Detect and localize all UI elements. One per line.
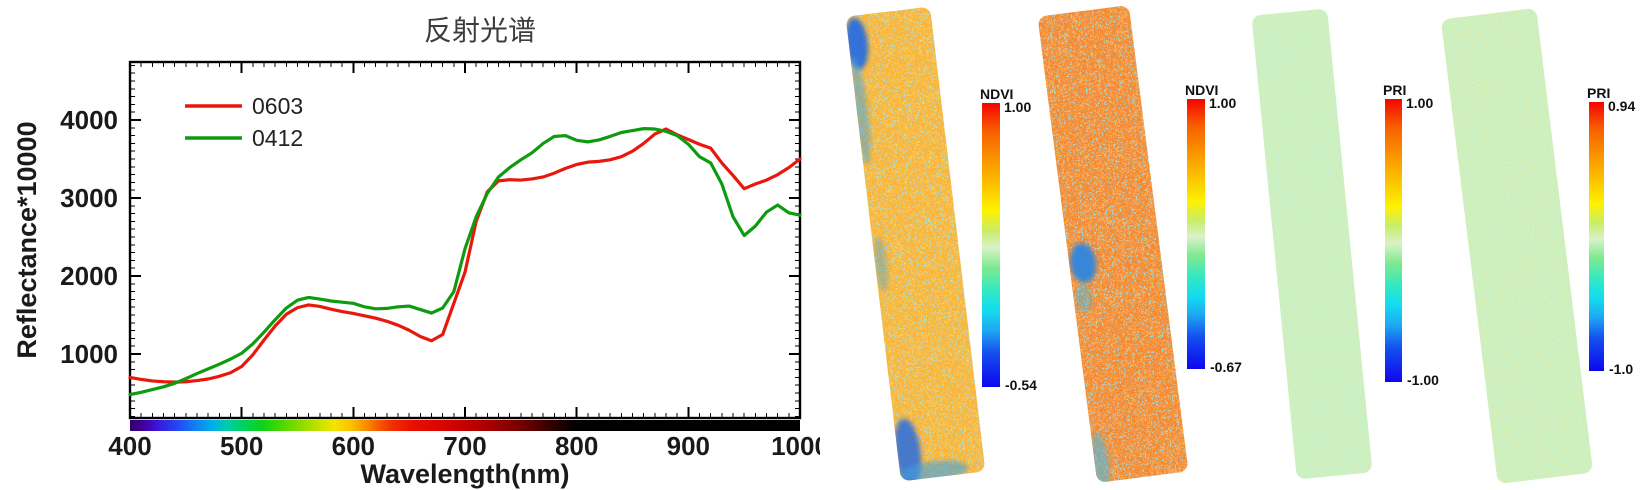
x-tick-label: 700	[443, 431, 486, 461]
x-axis-label: Wavelength(nm)	[361, 459, 570, 489]
series-line-0603	[128, 127, 802, 384]
x-tick-label: 800	[555, 431, 598, 461]
x-tick-label: 1000	[771, 431, 820, 461]
legend-label-0603: 0603	[252, 93, 303, 119]
colorbar-gradient	[1589, 102, 1604, 371]
colorbar-min-label: -0.67	[1210, 359, 1242, 375]
colorbar-title: PRI	[1383, 82, 1407, 98]
colorbar-max-label: 1.00	[1209, 95, 1237, 111]
colorbar-max-label: 1.00	[1406, 95, 1434, 111]
y-axis-label: Reflectance*10000	[12, 121, 42, 358]
colorbar-pri-1: PRI 1.00 -1.00	[1383, 82, 1439, 388]
legend-label-0412: 0412	[252, 125, 303, 151]
plot-frame	[128, 60, 802, 420]
colorbar-min-label: -1.0	[1609, 361, 1634, 377]
chart-title: 反射光谱	[424, 15, 536, 46]
field-map-strip-pri-4	[1441, 8, 1593, 484]
x-tick-label: 900	[667, 431, 710, 461]
colorbar-ndvi-2: NDVI 1.00 -0.67	[1185, 82, 1242, 375]
field-map-strip-ndvi-2	[1038, 6, 1188, 483]
x-tick-label: 600	[332, 431, 375, 461]
colorbar-pri-2: PRI 0.94 -1.0	[1587, 85, 1635, 377]
colorbar-ndvi-1: NDVI 1.00 -0.54	[980, 86, 1037, 393]
colorbar-gradient	[1187, 99, 1205, 369]
y-tick-label: 4000	[60, 105, 118, 135]
colorbar-gradient	[982, 103, 1000, 387]
colorbar-max-label: 0.94	[1608, 98, 1636, 114]
x-tick-label: 400	[108, 431, 151, 461]
colorbar-title: NDVI	[1185, 82, 1219, 98]
x-tick-label: 500	[220, 431, 263, 461]
colorbar-title: NDVI	[980, 86, 1014, 102]
y-tick-label: 3000	[60, 183, 118, 213]
colorbar-max-label: 1.00	[1004, 99, 1032, 115]
field-map-strip-ndvi-1	[845, 7, 985, 482]
y-tick-label: 1000	[60, 339, 118, 369]
strip-water-patches	[1070, 243, 1110, 483]
axis-ticks	[129, 62, 801, 418]
reflectance-spectrum-chart: 400 500 600 700 800 900 1000 1000 2000 3000 4000 Wa…	[12, 15, 820, 489]
y-tick-label: 2000	[60, 261, 118, 291]
series-line-0412	[128, 127, 802, 397]
colorbar-min-label: -1.00	[1407, 372, 1439, 388]
colorbar-min-label: -0.54	[1005, 377, 1037, 393]
field-map-strip-pri-3	[1252, 9, 1372, 479]
colorbar-title: PRI	[1587, 85, 1611, 101]
colorbar-gradient	[1385, 99, 1402, 382]
wavelength-spectrum-bar	[130, 420, 800, 431]
